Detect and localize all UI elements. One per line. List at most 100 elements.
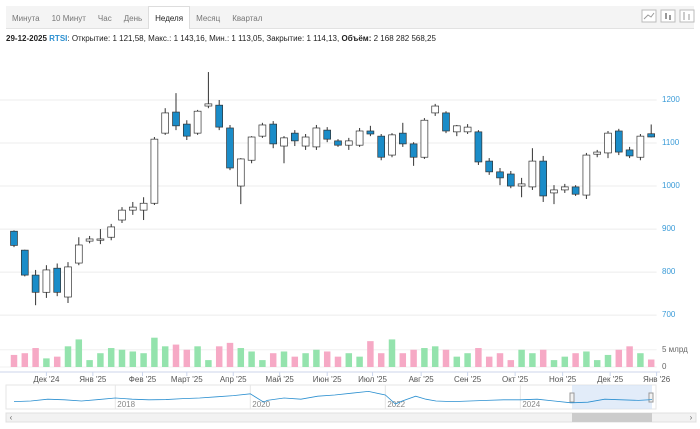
field-value: 1 121,58, xyxy=(112,34,146,43)
candle-body xyxy=(204,103,213,107)
volume-bar xyxy=(323,351,331,367)
candle-body xyxy=(258,124,267,137)
symbol: RTSI xyxy=(49,34,68,43)
candle-body xyxy=(517,183,526,187)
candle-body xyxy=(247,136,256,161)
candle-body xyxy=(636,135,645,158)
navigator-handle[interactable] xyxy=(569,392,575,403)
navigator[interactable] xyxy=(5,384,657,410)
candle-body xyxy=(344,140,353,146)
volume-bar xyxy=(313,349,320,367)
candle-body xyxy=(560,186,569,191)
volume-bar xyxy=(53,356,61,367)
volume-bar xyxy=(431,346,439,367)
candle-body xyxy=(215,104,224,128)
icon-bars[interactable] xyxy=(679,9,695,23)
candle-body xyxy=(139,202,148,211)
x-tick-label: Ноя '25 xyxy=(549,375,577,384)
scroll-right-arrow[interactable]: › xyxy=(690,413,693,422)
volume-bar xyxy=(107,348,115,367)
candle-body xyxy=(539,160,548,197)
y-tick-label: 5 млрд xyxy=(662,345,688,354)
candle-body xyxy=(172,111,180,127)
volume-bar xyxy=(399,353,407,367)
navigator-line xyxy=(13,390,653,405)
volume-bar xyxy=(129,351,137,367)
volume-bar xyxy=(302,353,309,367)
candle-body xyxy=(647,133,656,138)
x-tick-label: Март '25 xyxy=(171,375,203,384)
volume-bar xyxy=(475,348,482,367)
navigator-selection[interactable] xyxy=(572,385,652,409)
candle-body xyxy=(74,244,83,264)
navigator-tick-label: 2022 xyxy=(387,400,405,409)
field-value: 1 113,05, xyxy=(231,34,265,43)
period-tab[interactable]: Неделя xyxy=(148,6,191,29)
period-tab[interactable]: Час xyxy=(97,14,112,23)
candle-body xyxy=(334,140,342,146)
volume-bar xyxy=(453,356,461,367)
x-tick-label: Май '25 xyxy=(266,375,295,384)
candle-body xyxy=(355,130,364,146)
candle-body xyxy=(582,154,591,196)
period-tab[interactable]: 10 Минут xyxy=(51,14,86,23)
icon-line-glyph xyxy=(643,12,655,20)
volume-bar xyxy=(118,349,126,367)
candle-body xyxy=(107,226,116,238)
candle-body xyxy=(571,186,580,195)
volume-bar xyxy=(334,356,342,367)
x-tick-label: Июн '25 xyxy=(313,375,342,384)
scrollbar-thumb[interactable] xyxy=(572,413,652,422)
volume-bar xyxy=(604,354,612,367)
candle-body xyxy=(431,105,440,114)
volume-bar xyxy=(172,344,180,367)
period-tab[interactable]: Минута xyxy=(12,14,40,23)
volume-bar xyxy=(259,360,266,367)
candle-body xyxy=(398,132,407,145)
period-tab[interactable]: Квартал xyxy=(232,14,263,23)
x-tick-label: Окт '25 xyxy=(502,375,529,384)
chart-type-icons xyxy=(641,9,695,23)
candle-body xyxy=(150,138,159,204)
field-value: 1 143,16, xyxy=(173,34,207,43)
scrollbar[interactable] xyxy=(5,412,697,423)
volume-bar xyxy=(496,353,504,367)
volume-bar xyxy=(97,353,104,367)
candle-body xyxy=(604,132,612,154)
candle-body xyxy=(42,269,51,293)
volume-bar xyxy=(86,360,93,367)
candle-body xyxy=(290,132,299,142)
candle-body xyxy=(496,171,504,179)
volume-bar xyxy=(529,353,536,367)
volume-bar xyxy=(647,359,655,367)
candle-body xyxy=(226,127,234,169)
candle-body xyxy=(388,134,396,156)
scroll-left-arrow[interactable]: ‹ xyxy=(10,413,13,422)
volume-bar xyxy=(64,346,72,367)
volume-bar xyxy=(464,353,471,367)
candle-body xyxy=(64,266,72,298)
date: 29-12-2025 xyxy=(6,34,47,43)
field-label: Закрытие: xyxy=(266,34,305,43)
navigator-handle[interactable] xyxy=(648,392,654,403)
volume-bar xyxy=(269,353,277,367)
volume-bar xyxy=(345,353,353,367)
y-tick-label: 1100 xyxy=(662,138,680,147)
candle-body xyxy=(506,173,515,187)
volume-bar xyxy=(550,360,558,367)
icon-candles-glyph xyxy=(669,15,671,20)
candle-body xyxy=(269,123,278,145)
icon-candles[interactable] xyxy=(660,9,676,23)
y-tick-label: 900 xyxy=(662,224,676,233)
volume-bar xyxy=(485,356,493,367)
period-tab[interactable]: Месяц xyxy=(196,14,221,23)
candle-body xyxy=(420,119,429,158)
candle-body xyxy=(10,230,18,246)
volume-bar xyxy=(205,360,212,367)
volume-bar xyxy=(583,351,590,367)
period-tab[interactable]: День xyxy=(123,14,143,23)
candle-body xyxy=(128,206,137,211)
navigator-tick-label: 2018 xyxy=(117,400,135,409)
volume-bar xyxy=(410,349,417,367)
volume-bar xyxy=(539,349,547,367)
